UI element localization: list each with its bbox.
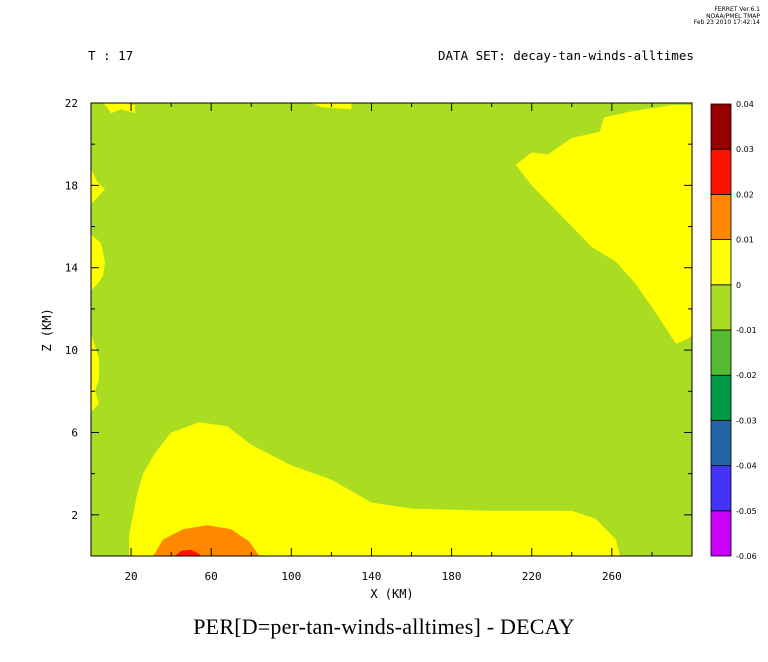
y-axis-label: Z (KM) [40, 308, 54, 351]
y-tick-label: 18 [65, 179, 78, 192]
colorbar-swatch [710, 465, 732, 512]
colorbar-label: -0.05 [736, 507, 757, 516]
stamp-line-3: Feb 23 2010 17:42:14 [693, 19, 760, 26]
x-tick-label: 100 [281, 570, 301, 583]
colorbar-swatch [710, 374, 732, 421]
x-tick-label: 60 [205, 570, 218, 583]
x-axis-label: X (KM) [370, 587, 413, 601]
y-tick-label: 14 [65, 262, 79, 275]
colorbar-swatch [710, 193, 732, 240]
colorbar-swatch [710, 419, 732, 466]
y-tick-label: 2 [71, 509, 78, 522]
time-step-label: T : 17 [88, 48, 134, 63]
stamp-line-2: NOAA/PMEL TMAP [706, 12, 760, 20]
ferret-version-stamp: FERRET Ver.6.1 NOAA/PMEL TMAP Feb 23 201… [693, 6, 760, 27]
colorbar-label: 0.04 [736, 100, 754, 109]
colorbar-label: 0 [736, 281, 741, 290]
colorbar-label: 0.01 [736, 236, 754, 245]
x-tick-label: 220 [522, 570, 542, 583]
colorbar-swatch [710, 329, 732, 376]
contour-region-7 [91, 234, 105, 291]
colorbar-swatch [710, 239, 732, 286]
contour-region-2 [175, 549, 202, 556]
colorbar-swatch [710, 103, 732, 150]
colorbar-label: -0.02 [736, 371, 757, 380]
colorbar-swatch [710, 148, 732, 195]
plot-ticks: 20 60 100 140 180 220 260 2 6 10 14 18 22 [65, 97, 692, 583]
x-tick-label: 20 [124, 570, 137, 583]
x-tick-label: 180 [442, 570, 462, 583]
contour-region-8 [91, 333, 99, 412]
chart-title: PER[D=per-tan-winds-alltimes] - DECAY [193, 614, 575, 639]
x-tick-label: 260 [602, 570, 622, 583]
colorbar-swatch [710, 284, 732, 331]
x-tick-label: 140 [362, 570, 382, 583]
y-tick-label: 10 [65, 344, 78, 357]
stamp-line-1: FERRET Ver.6.1 [714, 6, 760, 13]
colorbar-label: -0.03 [736, 416, 757, 425]
plot-fills [90, 102, 693, 557]
colorbar-swatch [710, 510, 732, 557]
plot-frame [90, 102, 693, 557]
colorbar-label: 0.02 [736, 190, 754, 199]
dataset-label: DATA SET: decay-tan-winds-alltimes [438, 48, 694, 63]
contour-region-4 [103, 103, 136, 114]
y-tick-label: 22 [65, 97, 78, 110]
colorbar-label: 0.03 [736, 145, 754, 154]
contour-region-3 [515, 105, 692, 344]
contour-region-5 [303, 103, 352, 110]
contour-region-6 [91, 168, 105, 204]
colorbar-label: -0.04 [736, 462, 757, 471]
colorbar: -0.06 -0.05 -0.04 -0.03 -0.02 -0.01 0 0.01 0.02 0… [710, 100, 757, 561]
contour-region-0 [129, 422, 620, 556]
contour-region-1 [153, 525, 260, 556]
colorbar-label: -0.01 [736, 326, 757, 335]
colorbar-label: -0.06 [736, 552, 757, 561]
y-tick-label: 6 [71, 426, 78, 439]
